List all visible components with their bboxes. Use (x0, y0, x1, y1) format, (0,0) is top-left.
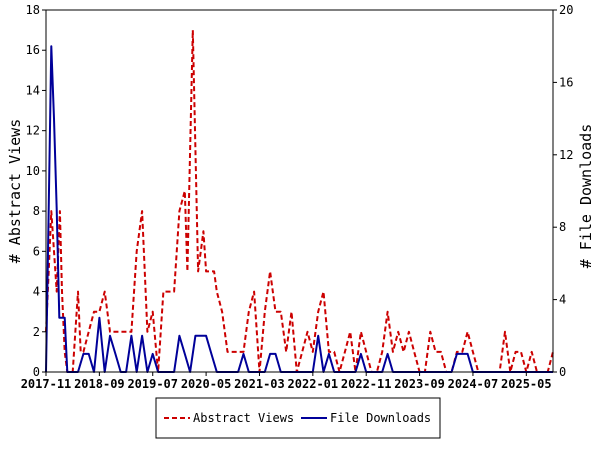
x-tick-label: 2019-07 (127, 377, 178, 391)
y-left-tick-label: 10 (26, 164, 40, 178)
y-right-tick-label: 12 (559, 148, 573, 162)
x-tick-label: 2022-01 (288, 377, 339, 391)
legend: Abstract Views File Downloads (155, 397, 441, 439)
y-axis-right-label: # File Downloads (577, 124, 595, 269)
y-left-tick-label: 6 (33, 244, 40, 258)
y-right-tick-label: 8 (559, 220, 566, 234)
legend-label-file-downloads: File Downloads (330, 411, 431, 425)
y-left-tick-label: 16 (26, 43, 40, 57)
series-line-file-downloads (45, 45, 553, 373)
y-right-tick-label: 4 (559, 293, 566, 307)
y-left-tick-label: 8 (33, 204, 40, 218)
x-tick-label: 2020-05 (181, 377, 232, 391)
x-tick-label: 2017-11 (21, 377, 72, 391)
y-axis-left-label: # Abstract Views (6, 119, 24, 264)
x-tick-label: 2022-11 (341, 377, 392, 391)
x-tick-label: 2018-09 (74, 377, 125, 391)
y-left-tick-label: 18 (26, 3, 40, 17)
legend-label-abstract-views: Abstract Views (193, 411, 294, 425)
y-left-tick-label: 14 (26, 83, 40, 97)
y-right-tick-label: 0 (559, 365, 566, 379)
y-right-tick-label: 20 (559, 3, 573, 17)
y-left-tick-label: 12 (26, 124, 40, 138)
y-right-tick-label: 16 (559, 75, 573, 89)
legend-box (155, 397, 441, 439)
plot-area (45, 29, 554, 373)
y-left-tick-label: 2 (33, 325, 40, 339)
series-line-abstract-views (45, 29, 554, 373)
x-tick-label: 2023-09 (394, 377, 445, 391)
plot-frame (45, 9, 554, 373)
x-tick-label: 2025-05 (501, 377, 552, 391)
y-left-tick-label: 4 (33, 285, 40, 299)
y-left-tick-label: 0 (33, 365, 40, 379)
x-tick-label: 2024-07 (448, 377, 499, 391)
x-tick-label: 2021-03 (234, 377, 285, 391)
